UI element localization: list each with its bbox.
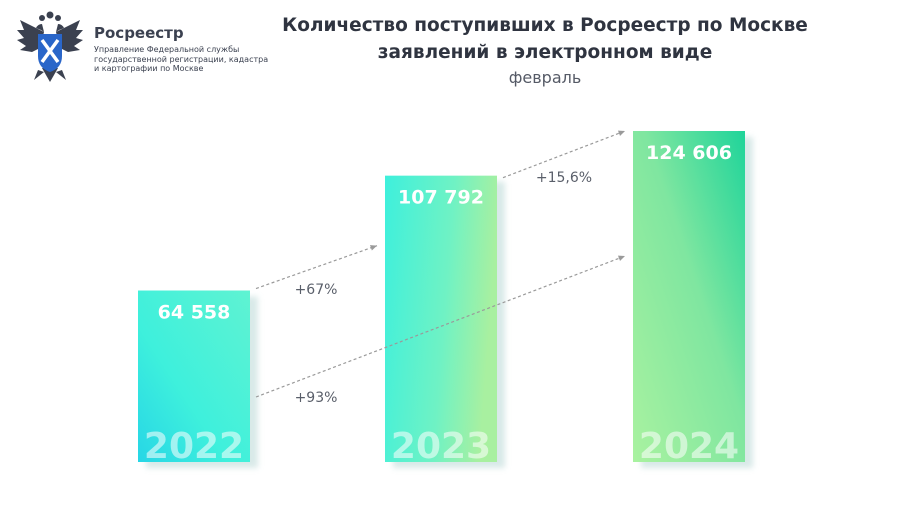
chart-title: Количество поступивших в Росреестр по Мо… [240, 12, 850, 66]
data-label-2023: 107 792 [398, 187, 484, 209]
bar-2024 [633, 131, 745, 462]
growth-arrow-2022-2023 [255, 245, 378, 290]
chart-subtitle: февраль [508, 68, 582, 87]
growth-label-2023-2024: +15,6% [536, 170, 592, 186]
growth-label-2022-2024: +93% [295, 390, 338, 406]
category-label-2022: 2022 [144, 426, 244, 467]
category-label-2024: 2024 [639, 426, 739, 467]
bar-2023 [385, 175, 497, 463]
brand-description: Управление Федеральной службы государств… [94, 45, 269, 74]
data-label-2022: 64 558 [158, 302, 231, 324]
chart-title-line-1: Количество поступивших в Росреестр по Мо… [282, 15, 808, 36]
rosreestr-logo: Росреестр Управление Федеральной службы … [14, 10, 268, 90]
bar-2022 [138, 290, 250, 462]
brand-name: Росреестр [94, 24, 184, 42]
data-label-2024: 124 606 [646, 142, 732, 164]
double-headed-eagle-icon [17, 11, 83, 82]
category-label-2023: 2023 [391, 426, 491, 467]
chart-title-line-2: заявлений в электронном виде [377, 42, 713, 63]
growth-label-2022-2023: +67% [295, 282, 338, 298]
